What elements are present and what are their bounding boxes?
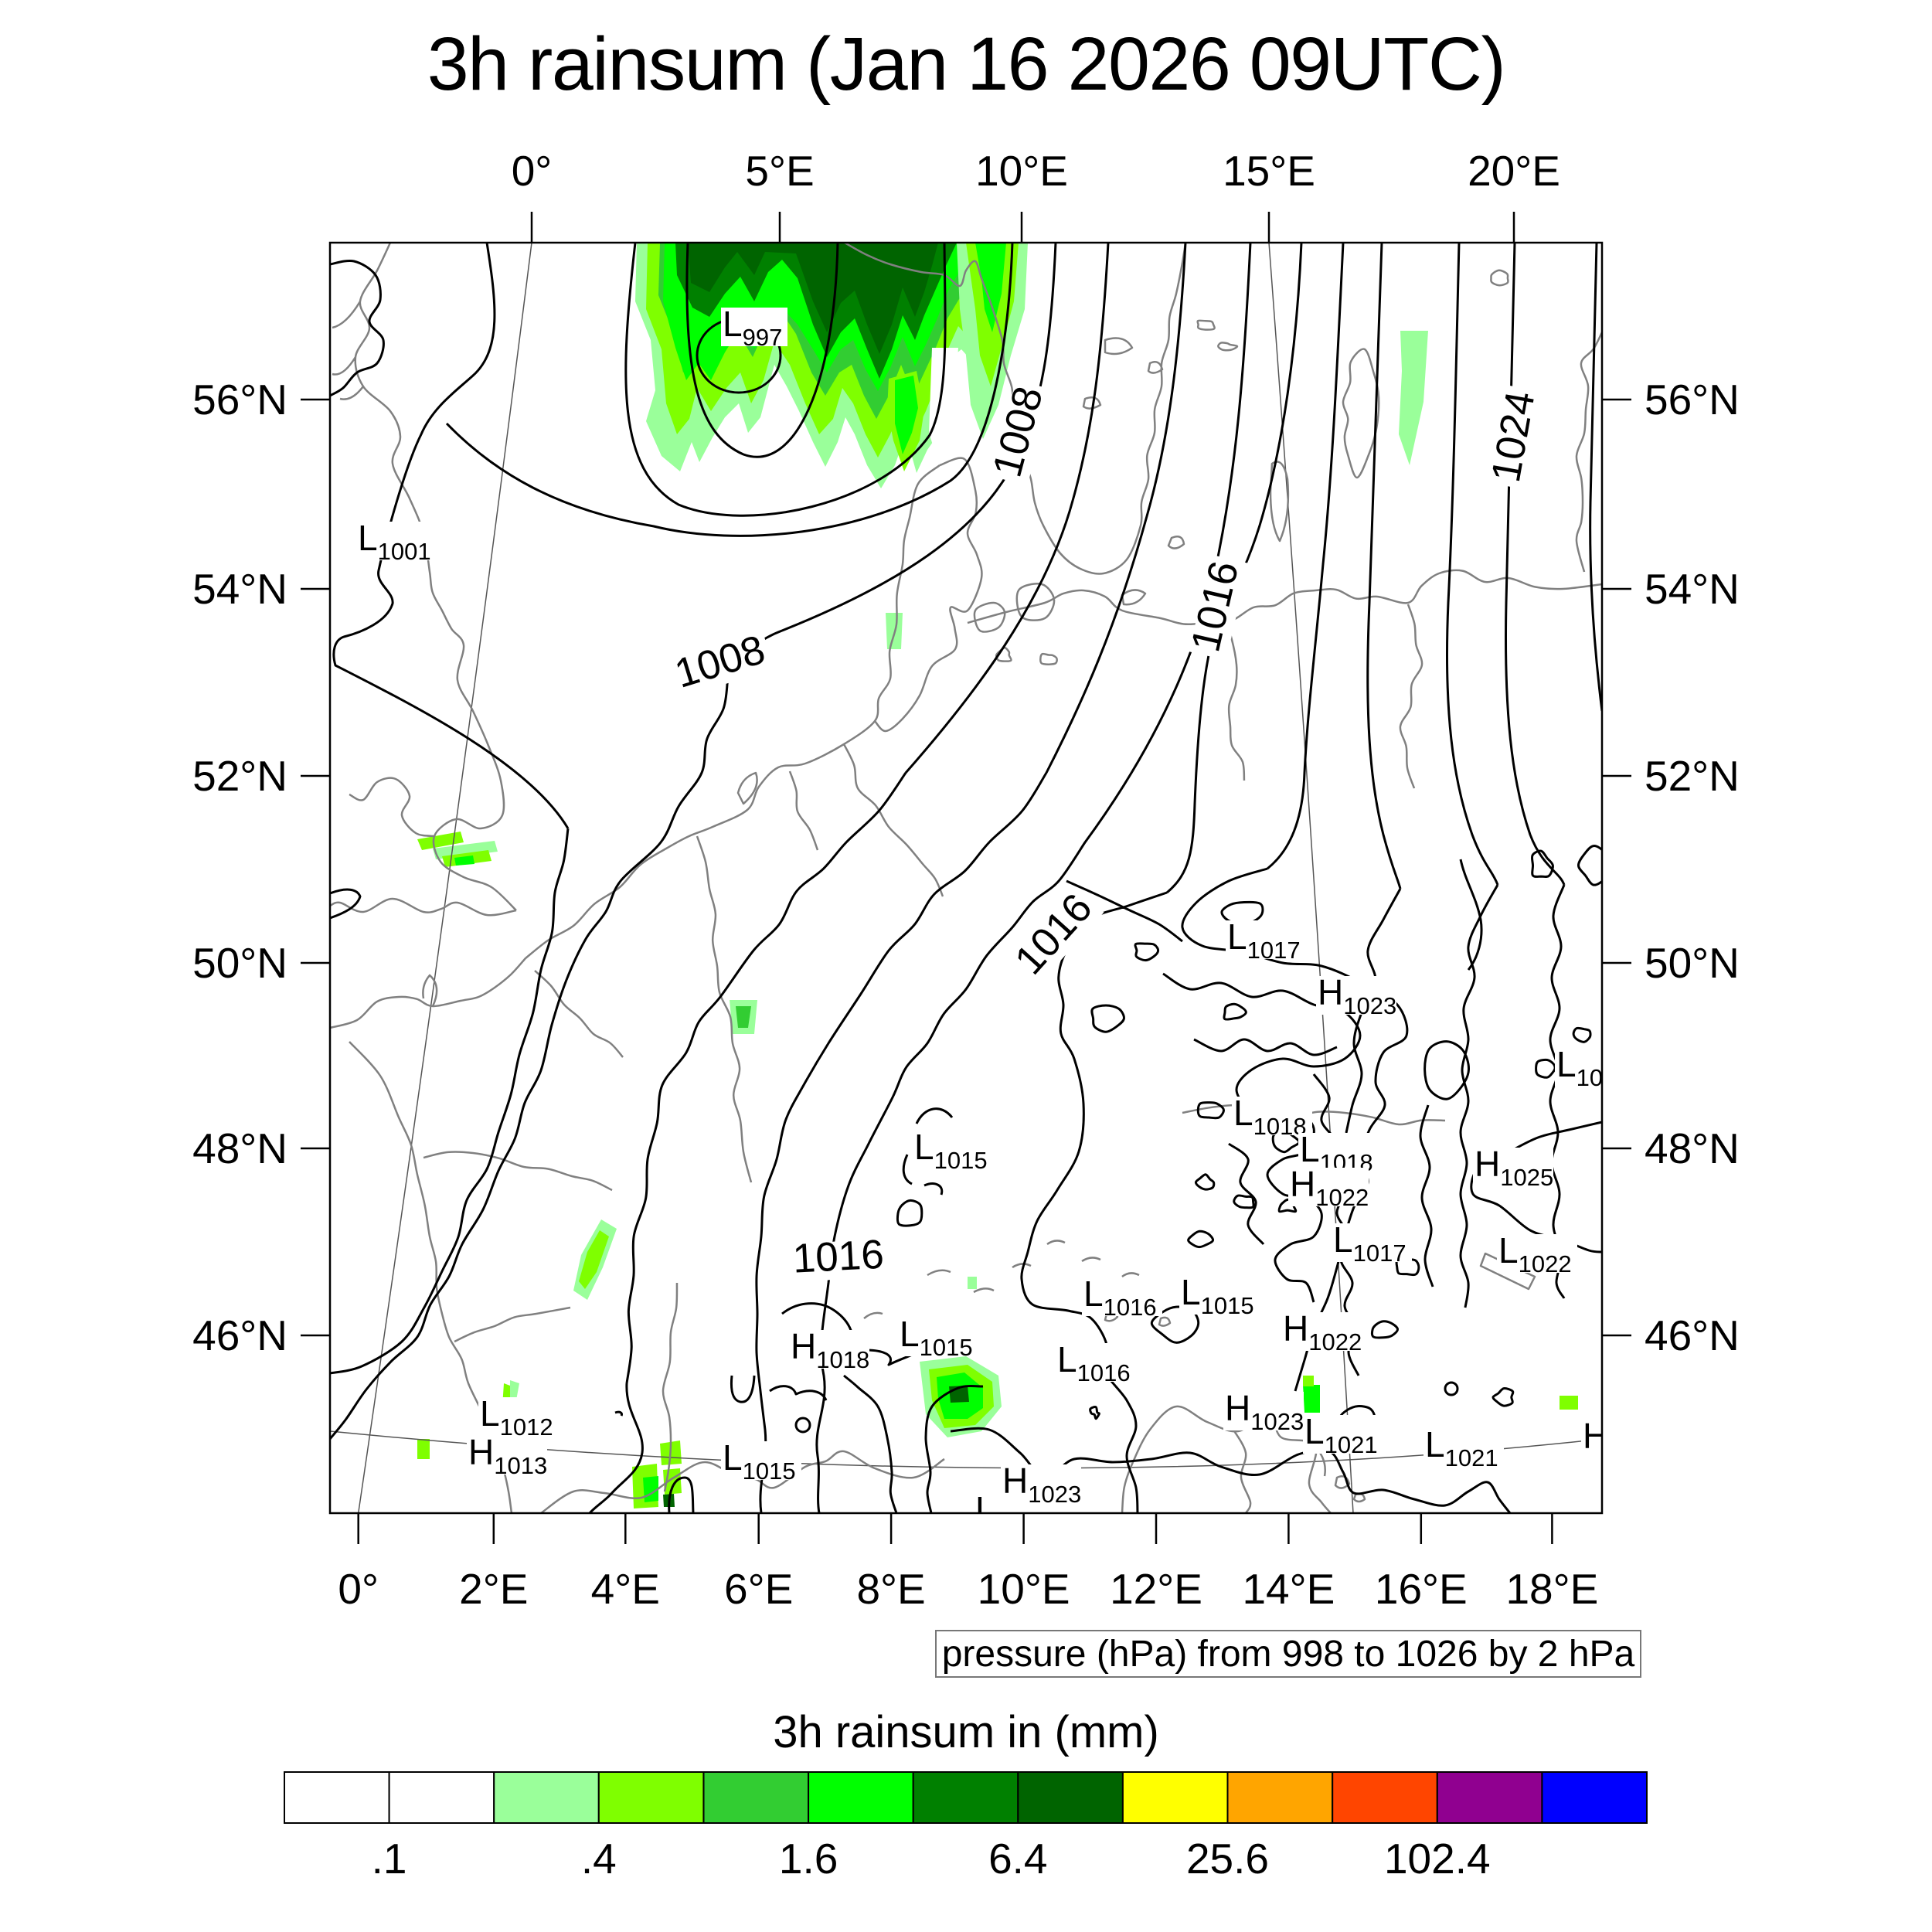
svg-text:L997: L997 bbox=[723, 304, 782, 351]
svg-text:102.4: 102.4 bbox=[1384, 1835, 1491, 1883]
svg-text:50°N: 50°N bbox=[192, 939, 287, 987]
svg-text:10°E: 10°E bbox=[978, 1565, 1070, 1613]
svg-text:54°N: 54°N bbox=[1645, 565, 1740, 613]
svg-text:46°N: 46°N bbox=[192, 1311, 287, 1359]
svg-text:L1024: L1024 bbox=[1556, 1044, 1630, 1091]
svg-text:10°E: 10°E bbox=[975, 147, 1068, 195]
svg-text:3h rainsum in (mm): 3h rainsum in (mm) bbox=[773, 1707, 1159, 1757]
svg-text:5°E: 5°E bbox=[745, 147, 814, 195]
svg-text:0°: 0° bbox=[338, 1565, 379, 1613]
svg-text:48°N: 48°N bbox=[1645, 1124, 1740, 1172]
svg-text:48°N: 48°N bbox=[192, 1124, 287, 1172]
svg-text:L1021: L1021 bbox=[1425, 1424, 1498, 1471]
svg-text:50°N: 50°N bbox=[1645, 939, 1740, 987]
svg-text:.1: .1 bbox=[372, 1835, 407, 1883]
svg-text:0°: 0° bbox=[512, 147, 553, 195]
svg-text:54°N: 54°N bbox=[192, 565, 287, 613]
svg-text:L1001: L1001 bbox=[358, 518, 431, 565]
svg-text:H: H bbox=[1583, 1416, 1608, 1456]
svg-text:20°E: 20°E bbox=[1468, 147, 1560, 195]
svg-text:15°E: 15°E bbox=[1223, 147, 1315, 195]
svg-text:1.6: 1.6 bbox=[779, 1835, 838, 1883]
svg-text:18°E: 18°E bbox=[1505, 1565, 1598, 1613]
svg-text:14°E: 14°E bbox=[1242, 1565, 1335, 1613]
svg-text:4°E: 4°E bbox=[591, 1565, 660, 1613]
svg-text:2°E: 2°E bbox=[459, 1565, 528, 1613]
svg-text:16°E: 16°E bbox=[1375, 1565, 1468, 1613]
svg-text:25.6: 25.6 bbox=[1186, 1835, 1269, 1883]
svg-text:56°N: 56°N bbox=[192, 376, 287, 423]
svg-text:.4: .4 bbox=[581, 1835, 617, 1883]
svg-text:12°E: 12°E bbox=[1110, 1565, 1202, 1613]
svg-text:3h rainsum (Jan 16 2026 09UTC): 3h rainsum (Jan 16 2026 09UTC) bbox=[427, 22, 1505, 106]
svg-text:52°N: 52°N bbox=[192, 752, 287, 800]
svg-text:L1016: L1016 bbox=[1083, 1274, 1157, 1321]
svg-text:52°N: 52°N bbox=[1645, 752, 1740, 800]
svg-text:8°E: 8°E bbox=[856, 1565, 925, 1613]
svg-text:pressure (hPa) from 998 to 102: pressure (hPa) from 998 to 1026 by 2 hPa bbox=[942, 1634, 1635, 1675]
svg-text:1016: 1016 bbox=[791, 1232, 885, 1282]
svg-text:46°N: 46°N bbox=[1645, 1311, 1740, 1359]
svg-text:6.4: 6.4 bbox=[988, 1835, 1047, 1883]
svg-text:L: L bbox=[975, 1489, 995, 1529]
svg-text:6°E: 6°E bbox=[724, 1565, 793, 1613]
svg-text:56°N: 56°N bbox=[1645, 376, 1740, 423]
